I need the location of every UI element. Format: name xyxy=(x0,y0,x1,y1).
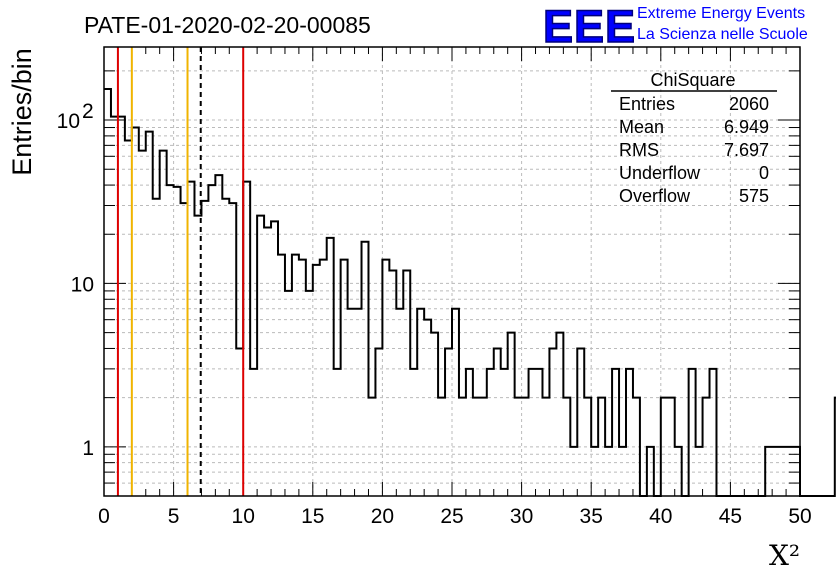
y-tick-label: 10 xyxy=(71,273,94,296)
stats-value-rms: 7.697 xyxy=(724,140,769,160)
histogram-line xyxy=(104,87,836,497)
x-tick-label: 30 xyxy=(510,505,533,528)
y-tick-exponent: 2 xyxy=(82,100,94,123)
stats-value-overflow: 575 xyxy=(739,186,769,206)
stats-title: ChiSquare xyxy=(650,70,735,90)
logo-line-1: Extreme Energy Events xyxy=(637,5,805,22)
x-tick-label: 5 xyxy=(168,505,180,528)
stats-label-underflow: Underflow xyxy=(619,163,701,183)
stats-value-entries: 2060 xyxy=(729,94,769,114)
stats-label-mean: Mean xyxy=(619,117,664,137)
x-tick-label: 50 xyxy=(788,505,811,528)
y-tick-label: 10 xyxy=(57,110,80,133)
histogram xyxy=(104,87,836,497)
x-tick-label: 0 xyxy=(98,505,110,528)
x-axis-label: X² xyxy=(769,539,800,572)
stats-label-rms: RMS xyxy=(619,140,659,160)
x-tick-label: 40 xyxy=(649,505,672,528)
reference-lines xyxy=(116,47,245,496)
stats-label-entries: Entries xyxy=(619,94,675,114)
logo-line-2: La Scienza nelle Scuole xyxy=(637,26,808,43)
stats-value-underflow: 0 xyxy=(759,163,769,183)
x-tick-label: 20 xyxy=(371,505,394,528)
grid xyxy=(104,47,800,497)
x-tick-label: 15 xyxy=(301,505,324,528)
stats-box: ChiSquare Entries 2060 Mean 6.949 RMS 7.… xyxy=(611,70,777,206)
x-tick-label: 45 xyxy=(719,505,742,528)
x-tick-label: 10 xyxy=(232,505,255,528)
eee-logo: EEE Extreme Energy Events La Scienza nel… xyxy=(542,0,808,53)
chart-title: PATE-01-2020-02-20-00085 xyxy=(84,12,371,38)
y-axis-label: Entries/bin xyxy=(7,48,37,176)
logo-mark: EEE xyxy=(543,1,636,52)
x-tick-label: 25 xyxy=(440,505,463,528)
y-tick-label: 1 xyxy=(82,437,94,460)
plot-frame xyxy=(103,46,801,497)
stats-label-overflow: Overflow xyxy=(619,186,691,206)
axis-ticks xyxy=(103,47,801,497)
stats-value-mean: 6.949 xyxy=(724,117,769,137)
x-tick-label: 35 xyxy=(580,505,603,528)
